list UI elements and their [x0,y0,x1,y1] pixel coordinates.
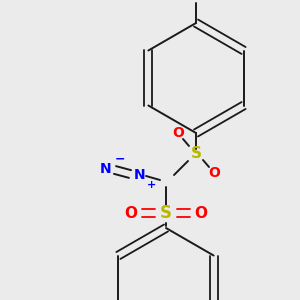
Text: N: N [134,168,146,182]
Text: O: O [172,126,184,140]
Text: O: O [194,206,208,220]
Text: −: − [115,152,125,166]
Text: N: N [100,162,112,176]
Text: O: O [124,206,137,220]
Text: O: O [208,166,220,180]
Text: +: + [147,180,157,190]
Text: S: S [160,204,172,222]
Text: Cl: Cl [190,0,206,1]
Text: S: S [190,146,202,160]
